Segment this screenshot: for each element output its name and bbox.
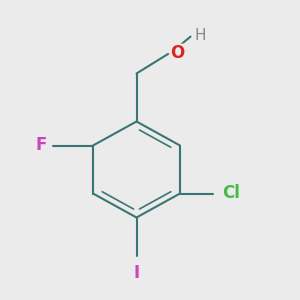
- Text: O: O: [170, 44, 184, 62]
- Text: Cl: Cl: [222, 184, 240, 202]
- Text: I: I: [134, 264, 140, 282]
- Text: H: H: [194, 28, 206, 43]
- Text: F: F: [35, 136, 46, 154]
